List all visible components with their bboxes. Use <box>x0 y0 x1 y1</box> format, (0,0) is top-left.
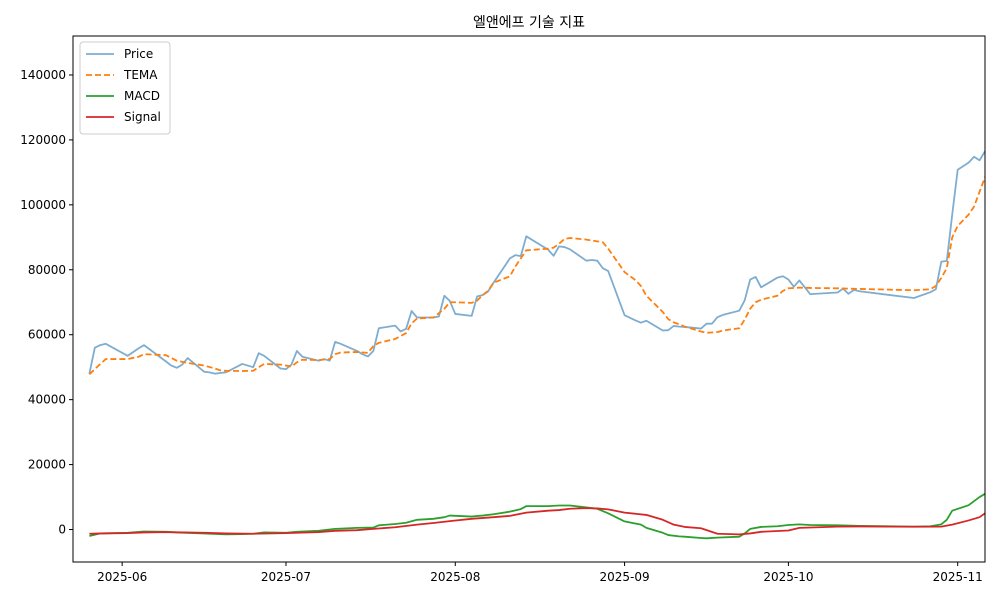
x-tick-label: 2025-10 <box>763 570 813 584</box>
x-tick-label: 2025-08 <box>430 570 480 584</box>
x-tick-label: 2025-06 <box>97 570 147 584</box>
y-tick-label: 140000 <box>20 68 66 82</box>
plot-frame <box>72 35 986 563</box>
y-tick-label: 20000 <box>28 458 66 472</box>
x-axis: 2025-06 2025-07 2025-08 2025-09 2025-10 2025-… <box>97 562 983 584</box>
series-line-tema <box>88 174 985 375</box>
series-line-signal <box>89 507 985 536</box>
series-line-macd <box>89 492 985 540</box>
legend-label-macd: MACD <box>124 89 160 103</box>
legend-box <box>79 41 171 135</box>
x-tick-label: 2025-07 <box>261 570 311 584</box>
y-tick-label: 40000 <box>28 393 66 407</box>
y-tick-label: 0 <box>58 523 66 537</box>
y-tick-label: 100000 <box>20 198 66 212</box>
plot-area <box>88 150 985 540</box>
legend: Price TEMA MACD Signal <box>79 41 171 135</box>
chart-title: 엘앤에프 기술 지표 <box>473 15 585 31</box>
y-tick-label: 60000 <box>28 328 66 342</box>
x-tick-label: 2025-11 <box>933 570 983 584</box>
y-tick-label: 80000 <box>28 263 66 277</box>
legend-label-tema: TEMA <box>123 68 158 82</box>
y-axis: 0 20000 40000 60000 80000 100000 120000 140000 <box>20 68 73 537</box>
legend-label-price: Price <box>124 47 153 61</box>
y-tick-label: 120000 <box>20 133 66 147</box>
x-tick-label: 2025-09 <box>599 570 649 584</box>
series-line-price <box>88 150 985 375</box>
legend-label-signal: Signal <box>124 110 161 124</box>
